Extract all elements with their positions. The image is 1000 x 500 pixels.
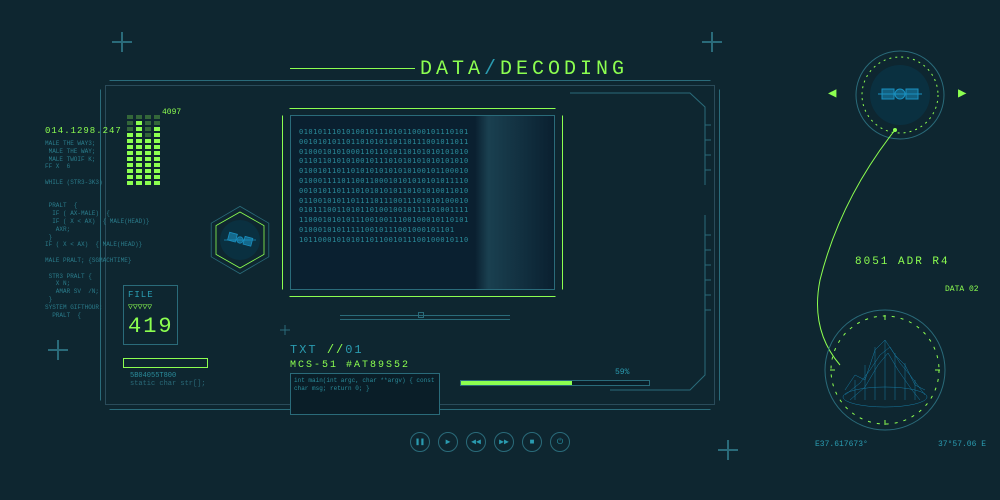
decorative-cross	[112, 32, 132, 52]
data-tag: DATA 02	[945, 285, 979, 294]
scroll-handle[interactable]	[418, 312, 424, 318]
file-number: 419	[128, 314, 173, 339]
coord-right: 37°57.06 E	[938, 440, 986, 449]
progress-percent: 59%	[615, 368, 629, 377]
meter-value-label: 4097	[162, 108, 181, 117]
satellite-hex-widget	[200, 200, 280, 280]
progress-bar[interactable]	[460, 380, 650, 386]
file-arrows-icon: ▽▽▽▽▽	[128, 302, 173, 312]
file-label: FILE	[128, 290, 173, 300]
coord-left: E37.617673°	[815, 440, 868, 449]
next-button[interactable]: ▶▶	[494, 432, 514, 452]
decorative-cross	[718, 440, 738, 460]
txt-code-snippet: int main(int argc, char **argv) { const …	[290, 373, 440, 415]
prev-button[interactable]: ◀◀	[466, 432, 486, 452]
power-button[interactable]: ⏻	[550, 432, 570, 452]
progress-fill	[461, 381, 572, 385]
scroll-track[interactable]	[340, 315, 510, 320]
stop-button[interactable]: ■	[522, 432, 542, 452]
page-title: DATA/DECODING	[420, 58, 628, 81]
txt-header: TXT //01 MCS-51 #AT89S52	[290, 343, 410, 371]
chevron-right-icon[interactable]: ▶	[958, 85, 966, 102]
pause-button[interactable]: ❚❚	[410, 432, 430, 452]
status-bar-marker	[123, 358, 208, 368]
ip-address: 014.1298.247	[45, 126, 122, 136]
chevron-left-icon[interactable]: ◀	[828, 85, 836, 102]
satellite-orb	[850, 45, 950, 145]
wireframe-terrain-orb	[820, 305, 950, 435]
chip-id: 5B04055T800static char str[];	[130, 372, 206, 388]
decorative-cross	[702, 32, 722, 52]
play-button[interactable]: ▶	[438, 432, 458, 452]
title-underline	[290, 68, 415, 69]
adr-label: 8051 ADR R4	[855, 256, 950, 268]
file-counter-box: FILE ▽▽▽▽▽ 419	[123, 285, 178, 345]
media-control-bar: ❚❚ ▶ ◀◀ ▶▶ ■ ⏻	[410, 432, 570, 452]
binary-data-display: 0101011101010010111010110001011101010010…	[290, 115, 555, 290]
decorative-cross	[48, 340, 68, 360]
